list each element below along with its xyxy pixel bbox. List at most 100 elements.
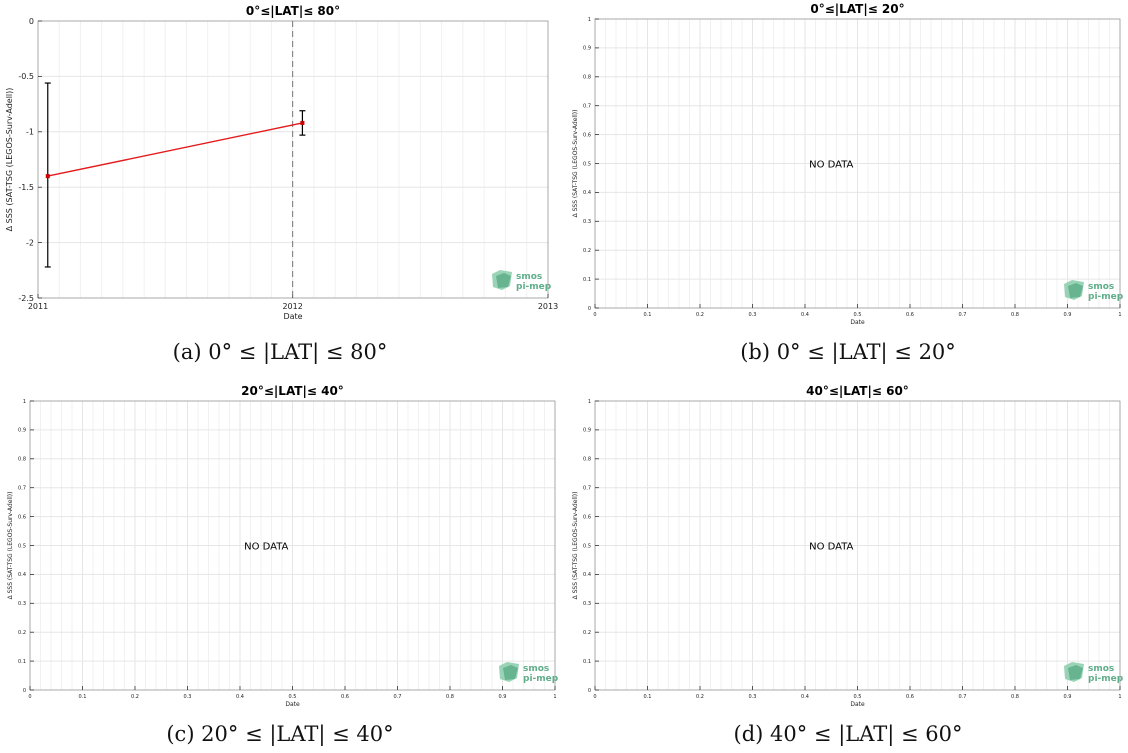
x-tick-label: 1	[553, 694, 556, 700]
chart-d: 0 0.1 0.2 0.3 0.4 0.5 0.6 0.7 0.8 0.9 1 0 0.1 0.2 0.3 0…	[572, 384, 1124, 708]
y-axis-label: Δ SSS (SAT-TSG (LEGOS-Surv-Adell))	[7, 492, 14, 600]
logo-text-smos: smos	[523, 664, 549, 674]
y-tick-label: 0.9	[583, 46, 591, 52]
y-tick-label: 0.4	[583, 572, 591, 578]
y-tick-label: -2	[26, 238, 34, 247]
x-tick-label: 0.3	[749, 694, 757, 700]
x-tick-label: 1	[1118, 312, 1121, 318]
x-tick-label: 0.1	[644, 312, 652, 318]
x-axis-label: Date	[850, 319, 865, 326]
logo-text-pimep: pi-mep	[1088, 674, 1124, 684]
x-tick-label: 0	[28, 694, 31, 700]
x-axis-label: Date	[285, 701, 300, 708]
x-tick-label: 0	[593, 312, 596, 318]
y-tick-label: 0.4	[583, 190, 591, 196]
x-tick-label: 0.1	[79, 694, 87, 700]
logo-shape-front	[1068, 283, 1083, 298]
logo-text-smos: smos	[1088, 664, 1114, 674]
x-tick-label: 0.6	[906, 694, 914, 700]
x-tick-label: 2012	[282, 302, 302, 311]
no-data-message: NO DATA	[244, 542, 288, 553]
y-tick-label: 1	[588, 17, 591, 23]
y-tick-label: 0.3	[583, 601, 591, 607]
chart-panel-b: 0 0.1 0.2 0.3 0.4 0.5 0.6 0.7 0.8 0.9 1 0 0.1 0.2 0.3 0…	[568, 0, 1128, 330]
chart-title: 0°≤|LAT|≤ 80°	[246, 4, 340, 18]
x-tick-label: 0.9	[499, 694, 507, 700]
logo-text-smos: smos	[1088, 282, 1114, 292]
caption-c: (c) 20° ≤ |LAT| ≤ 40°	[166, 722, 394, 746]
y-tick-label: 0.1	[583, 659, 591, 665]
data-point	[45, 174, 50, 179]
x-axis-label: Date	[283, 312, 302, 321]
data-point	[300, 120, 305, 125]
y-tick-label: 0.2	[18, 630, 26, 636]
logo-text-smos: smos	[516, 272, 542, 282]
x-tick-label: 1	[1118, 694, 1121, 700]
chart-title: 20°≤|LAT|≤ 40°	[241, 384, 344, 398]
caption-a: (a) 0° ≤ |LAT| ≤ 80°	[172, 340, 388, 364]
y-tick-label: 0.8	[18, 457, 26, 463]
y-tick-label: -1	[26, 128, 34, 137]
chart-a: 2011 2012 2013 0 -0.5 -1 -1.5 -2 -2.5 0°≤|LAT|≤ 8…	[5, 4, 558, 321]
x-tick-label: 0.9	[1064, 312, 1072, 318]
y-axis-label: Δ SSS (SAT-TSG (LEGOS-Surv-Adell))	[5, 88, 14, 232]
y-tick-label: 0.6	[18, 514, 26, 520]
y-tick-label: 0.1	[18, 659, 26, 665]
logo-text-pimep: pi-mep	[516, 282, 552, 292]
caption-b: (b) 0° ≤ |LAT| ≤ 20°	[740, 340, 956, 364]
y-tick-label: 0.6	[583, 514, 591, 520]
y-tick-label: 0.4	[18, 572, 26, 578]
y-tick-label: 0.5	[583, 543, 591, 549]
x-tick-label: 0.4	[801, 694, 809, 700]
caption-d: (d) 40° ≤ |LAT| ≤ 60°	[733, 722, 963, 746]
x-tick-label: 0.7	[959, 694, 967, 700]
y-tick-label: 0.9	[583, 428, 591, 434]
y-tick-label: 0.1	[583, 277, 591, 283]
x-tick-label: 0.7	[959, 312, 967, 318]
logo-shape-front	[496, 273, 511, 288]
y-tick-label: -2.5	[18, 294, 34, 303]
y-tick-label: 1	[588, 399, 591, 405]
y-tick-label: 0.7	[18, 485, 26, 491]
y-tick-label: 0.8	[583, 75, 591, 81]
y-tick-label: 0	[23, 688, 26, 694]
x-axis-label: Date	[850, 701, 865, 708]
no-data-message: NO DATA	[809, 542, 853, 553]
y-tick-label: 1	[23, 399, 26, 405]
y-tick-label: 0	[588, 306, 591, 312]
x-tick-label: 0.5	[854, 694, 862, 700]
y-tick-label: 0.3	[583, 219, 591, 225]
y-tick-label: 0.7	[583, 485, 591, 491]
y-tick-label: 0.5	[18, 543, 26, 549]
y-tick-label: 0.2	[583, 630, 591, 636]
x-tick-label: 2011	[28, 302, 48, 311]
x-tick-label: 0.6	[341, 694, 349, 700]
no-data-message: NO DATA	[809, 160, 853, 171]
x-tick-label: 0.6	[906, 312, 914, 318]
y-axis-label: Δ SSS (SAT-TSG (LEGOS-Surv-Adell))	[572, 110, 579, 218]
y-tick-label: 0.5	[583, 161, 591, 167]
x-tick-label: 0.3	[184, 694, 192, 700]
y-axis-label: Δ SSS (SAT-TSG (LEGOS-Surv-Adell))	[572, 492, 579, 600]
y-tick-label: 0.9	[18, 428, 26, 434]
x-tick-label: 2013	[538, 302, 558, 311]
x-tick-label: 0.7	[394, 694, 402, 700]
chart-title: 0°≤|LAT|≤ 20°	[810, 2, 904, 16]
x-tick-label: 0.5	[289, 694, 297, 700]
y-tick-label: 0.7	[583, 103, 591, 109]
x-tick-label: 0	[593, 694, 596, 700]
x-tick-label: 0.9	[1064, 694, 1072, 700]
y-tick-label: 0.3	[18, 601, 26, 607]
chart-b: 0 0.1 0.2 0.3 0.4 0.5 0.6 0.7 0.8 0.9 1 0 0.1 0.2 0.3 0…	[572, 2, 1124, 326]
x-tick-label: 0.8	[446, 694, 454, 700]
chart-title: 40°≤|LAT|≤ 60°	[806, 384, 909, 398]
y-tick-label: -0.5	[18, 72, 34, 81]
x-tick-label: 0.2	[131, 694, 139, 700]
y-tick-label: -1.5	[18, 183, 34, 192]
y-tick-label: 0.2	[583, 248, 591, 254]
y-tick-label: 0.8	[583, 457, 591, 463]
logo-shape-front	[503, 665, 518, 680]
